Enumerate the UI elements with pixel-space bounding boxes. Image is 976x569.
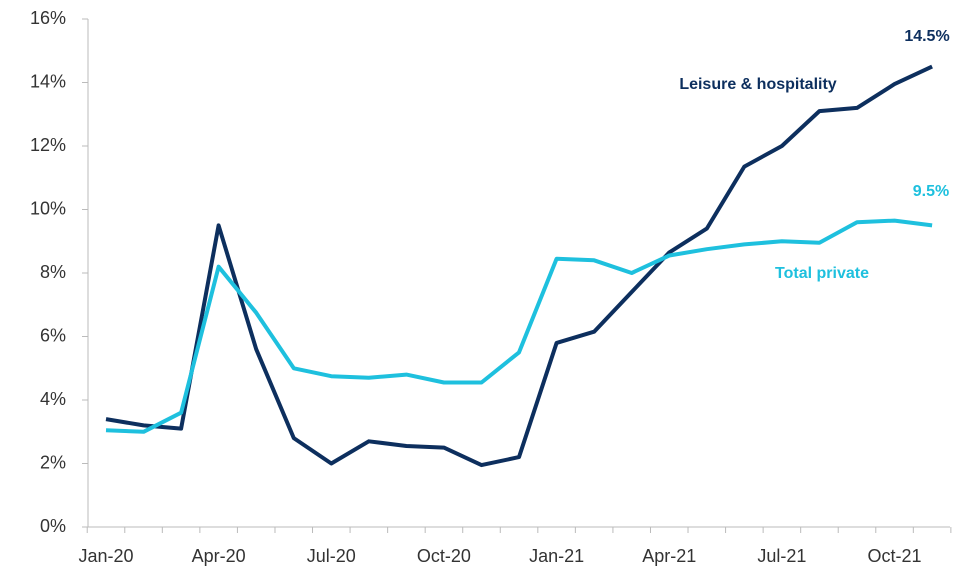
y-tick-label: 2%	[40, 452, 66, 472]
y-tick-label: 16%	[30, 8, 66, 28]
x-tick-label: Jan-20	[78, 546, 133, 566]
series-label: Leisure & hospitality	[679, 76, 836, 93]
y-tick-label: 4%	[40, 389, 66, 409]
x-tick-label: Jan-21	[529, 546, 584, 566]
y-tick-label: 10%	[30, 198, 66, 218]
series-label: Total private	[775, 265, 869, 282]
x-tick-label: Apr-21	[642, 546, 696, 566]
y-tick-label: 6%	[40, 325, 66, 345]
x-tick-label: Jul-20	[307, 546, 356, 566]
value-label: 9.5%	[913, 183, 949, 200]
x-tick-label: Jul-21	[757, 546, 806, 566]
y-tick-label: 12%	[30, 135, 66, 155]
x-tick-label: Oct-21	[868, 546, 922, 566]
x-tick-label: Oct-20	[417, 546, 471, 566]
y-tick-label: 0%	[40, 516, 66, 536]
y-tick-label: 8%	[40, 262, 66, 282]
x-tick-label: Apr-20	[192, 546, 246, 566]
y-tick-label: 14%	[30, 71, 66, 91]
series-line	[105, 64, 933, 468]
series-line	[105, 218, 933, 434]
value-label: 14.5%	[904, 28, 949, 45]
